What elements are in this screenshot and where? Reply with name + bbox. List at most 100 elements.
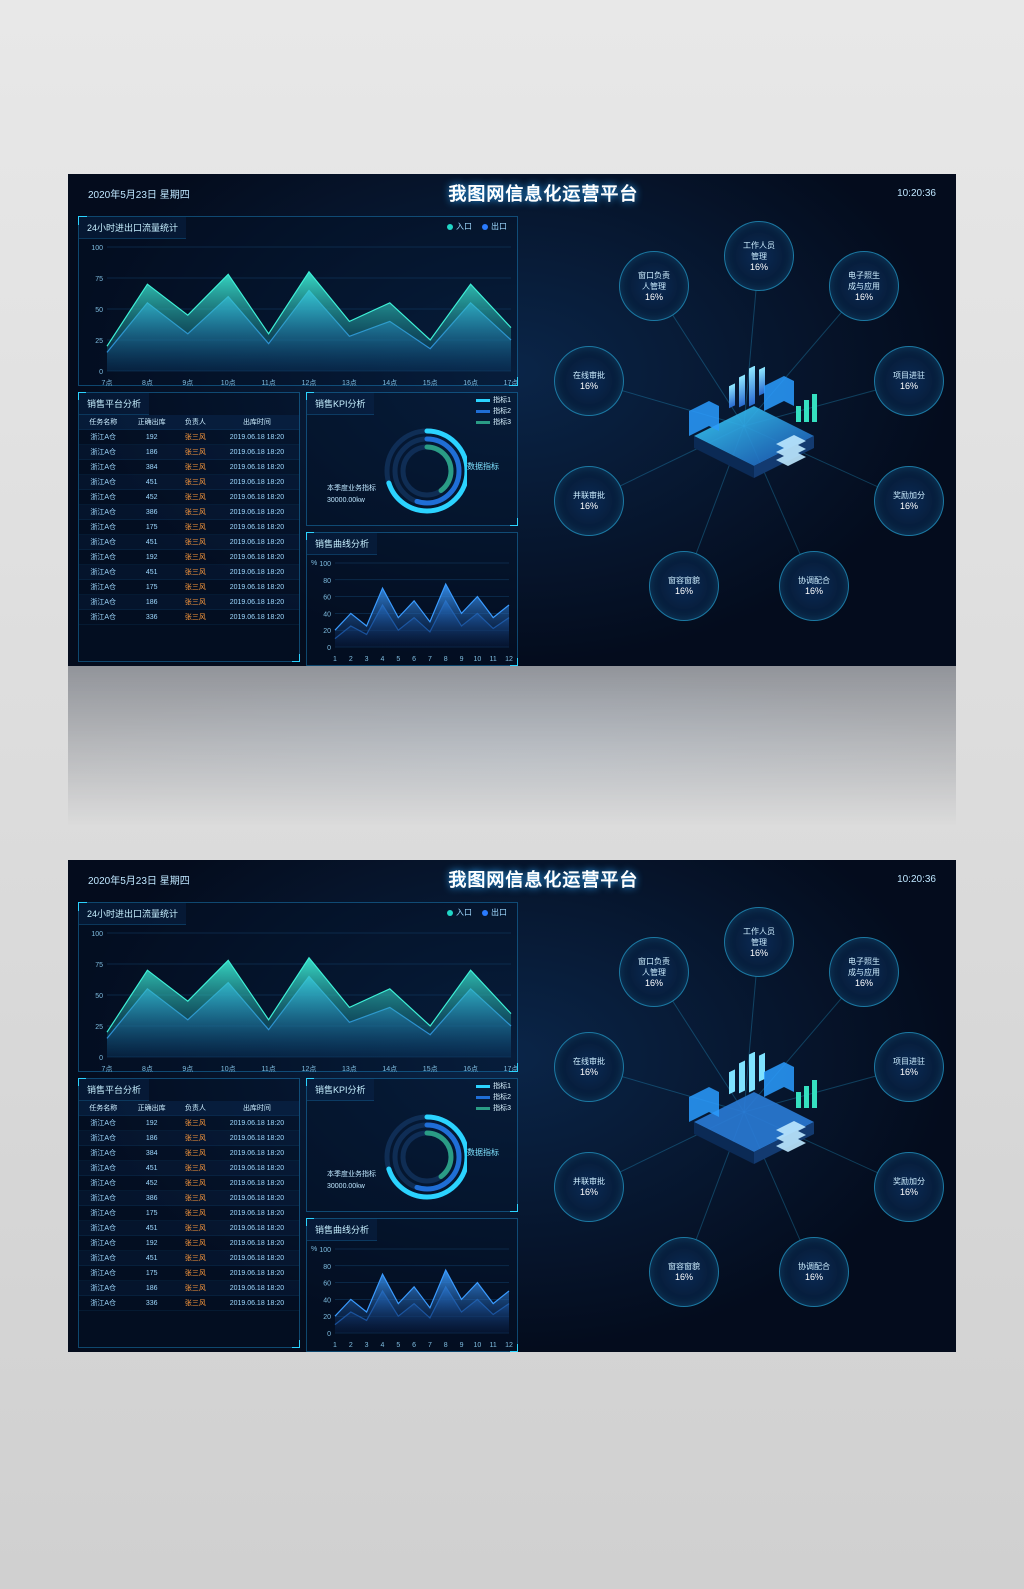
metric-bubble[interactable]: 并联审批16% (554, 466, 624, 536)
metric-bubble[interactable]: 工作人员管理16% (724, 907, 794, 977)
table-row[interactable]: 浙江A仓192张三风2019.06.18 18:20 (79, 550, 299, 565)
isometric-device-icon (664, 1052, 824, 1172)
svg-text:12: 12 (505, 1342, 513, 1349)
table-row[interactable]: 浙江A仓175张三风2019.06.18 18:20 (79, 1266, 299, 1281)
svg-text:40: 40 (323, 611, 331, 618)
svg-text:13点: 13点 (342, 1065, 357, 1073)
svg-text:40: 40 (323, 1297, 331, 1304)
area-chart-svg: 02550751007点8点9点10点11点12点13点14点15点16点17点 (79, 239, 519, 389)
table-row[interactable]: 浙江A仓451张三风2019.06.18 18:20 (79, 475, 299, 490)
table-row[interactable]: 浙江A仓175张三风2019.06.18 18:20 (79, 1206, 299, 1221)
svg-text:8点: 8点 (142, 1065, 153, 1073)
svg-text:6: 6 (412, 656, 416, 663)
table-row[interactable]: 浙江A仓384张三风2019.06.18 18:20 (79, 460, 299, 475)
svg-text:16点: 16点 (463, 379, 478, 387)
metric-bubble[interactable]: 协调配合16% (779, 1237, 849, 1307)
table-row[interactable]: 浙江A仓186张三风2019.06.18 18:20 (79, 595, 299, 610)
metric-bubble[interactable]: 项目进驻16% (874, 346, 944, 416)
left-bottom-group: 销售平台分析 任务名称正确出库负责人出库时间 浙江A仓192张三风2019.06… (78, 1078, 518, 1348)
svg-text:12点: 12点 (302, 379, 317, 387)
table-row[interactable]: 浙江A仓192张三风2019.06.18 18:20 (79, 1116, 299, 1131)
svg-text:9: 9 (460, 1342, 464, 1349)
svg-text:60: 60 (323, 595, 331, 602)
svg-text:25: 25 (95, 338, 103, 345)
svg-text:11点: 11点 (261, 379, 275, 387)
svg-text:7: 7 (428, 1342, 432, 1349)
table-row[interactable]: 浙江A仓186张三风2019.06.18 18:20 (79, 1281, 299, 1296)
sales-table-body: 浙江A仓192张三风2019.06.18 18:20浙江A仓186张三风2019… (79, 430, 299, 625)
table-row[interactable]: 浙江A仓451张三风2019.06.18 18:20 (79, 565, 299, 580)
header-time: 10:20:36 (897, 188, 936, 199)
line-chart-svg: 020406080100123456789101112% (307, 1241, 517, 1351)
table-row[interactable]: 浙江A仓451张三风2019.06.18 18:20 (79, 1251, 299, 1266)
metric-bubble[interactable]: 窗口负责人管理16% (619, 251, 689, 321)
metric-bubble[interactable]: 电子照生成与应用16% (829, 251, 899, 321)
table-row[interactable]: 浙江A仓386张三风2019.06.18 18:20 (79, 505, 299, 520)
metric-bubble[interactable]: 奖励加分16% (874, 466, 944, 536)
metric-bubble[interactable]: 并联审批16% (554, 1152, 624, 1222)
metric-bubble[interactable]: 奖励加分16% (874, 1152, 944, 1222)
table-row[interactable]: 浙江A仓451张三风2019.06.18 18:20 (79, 535, 299, 550)
table-row[interactable]: 浙江A仓192张三风2019.06.18 18:20 (79, 1236, 299, 1251)
metric-bubble[interactable]: 协调配合16% (779, 551, 849, 621)
svg-text:14点: 14点 (382, 379, 397, 387)
table-row[interactable]: 浙江A仓175张三风2019.06.18 18:20 (79, 580, 299, 595)
sales-table: 任务名称正确出库负责人出库时间 浙江A仓192张三风2019.06.18 18:… (79, 415, 299, 625)
svg-text:25: 25 (95, 1024, 103, 1031)
kpi-title: 销售KPI分析 (307, 393, 374, 415)
table-row[interactable]: 浙江A仓186张三风2019.06.18 18:20 (79, 1131, 299, 1146)
table-row[interactable]: 浙江A仓336张三风2019.06.18 18:20 (79, 1296, 299, 1311)
svg-text:0: 0 (99, 369, 103, 376)
svg-text:10: 10 (473, 656, 481, 663)
table-header-row: 任务名称正确出库负责人出库时间 (79, 415, 299, 430)
svg-text:13点: 13点 (342, 379, 357, 387)
metric-bubble[interactable]: 项目进驻16% (874, 1032, 944, 1102)
svg-text:4: 4 (381, 656, 385, 663)
svg-text:12点: 12点 (302, 1065, 317, 1073)
header: 2020年5月23日 星期四 我图网信息化运营平台 10:20:36 (68, 860, 956, 902)
line-title: 销售曲线分析 (307, 1219, 377, 1241)
line-chart-svg: 020406080100123456789101112% (307, 555, 517, 665)
svg-text:14点: 14点 (382, 1065, 397, 1073)
svg-text:0: 0 (327, 645, 331, 652)
svg-text:80: 80 (323, 1264, 331, 1271)
table-row[interactable]: 浙江A仓452张三风2019.06.18 18:20 (79, 1176, 299, 1191)
table-row[interactable]: 浙江A仓336张三风2019.06.18 18:20 (79, 610, 299, 625)
metric-bubble[interactable]: 在线审批16% (554, 346, 624, 416)
metric-bubble[interactable]: 工作人员管理16% (724, 221, 794, 291)
kpi-sub: 本季度业务指标 30000.00kw (327, 483, 376, 507)
metric-bubble[interactable]: 窗容窗貌16% (649, 551, 719, 621)
svg-text:15点: 15点 (423, 379, 438, 387)
table-row[interactable]: 浙江A仓386张三风2019.06.18 18:20 (79, 1191, 299, 1206)
svg-text:3: 3 (365, 656, 369, 663)
svg-text:75: 75 (95, 962, 103, 969)
metric-bubble[interactable]: 窗容窗貌16% (649, 1237, 719, 1307)
table-row[interactable]: 浙江A仓451张三风2019.06.18 18:20 (79, 1221, 299, 1236)
area-chart-legend: 入口 出口 (447, 907, 507, 918)
table-row[interactable]: 浙江A仓192张三风2019.06.18 18:20 (79, 430, 299, 445)
header-date: 2020年5月23日 星期四 (88, 872, 190, 887)
table-row[interactable]: 浙江A仓452张三风2019.06.18 18:20 (79, 490, 299, 505)
sales-table: 任务名称正确出库负责人出库时间 浙江A仓192张三风2019.06.18 18:… (79, 1101, 299, 1311)
svg-text:17点: 17点 (504, 1065, 519, 1073)
bubble-network-panel: 工作人员管理16% 窗口负责人管理16% 电子照生成与应用16% 在线审批16% 项目进… (524, 216, 944, 662)
svg-text:3: 3 (365, 1342, 369, 1349)
table-row[interactable]: 浙江A仓451张三风2019.06.18 18:20 (79, 1161, 299, 1176)
svg-text:100: 100 (91, 931, 103, 938)
svg-text:80: 80 (323, 578, 331, 585)
svg-text:17点: 17点 (504, 379, 519, 387)
area-chart-svg: 02550751007点8点9点10点11点12点13点14点15点16点17点 (79, 925, 519, 1075)
svg-text:4: 4 (381, 1342, 385, 1349)
svg-text:50: 50 (95, 307, 103, 314)
bubble-network-panel: 工作人员管理16% 窗口负责人管理16% 电子照生成与应用16% 在线审批16% 项目进… (524, 902, 944, 1348)
kpi-donut-svg (357, 416, 467, 526)
metric-bubble[interactable]: 窗口负责人管理16% (619, 937, 689, 1007)
svg-text:15点: 15点 (423, 1065, 438, 1073)
table-row[interactable]: 浙江A仓186张三风2019.06.18 18:20 (79, 445, 299, 460)
metric-bubble[interactable]: 电子照生成与应用16% (829, 937, 899, 1007)
table-row[interactable]: 浙江A仓384张三风2019.06.18 18:20 (79, 1146, 299, 1161)
svg-text:7点: 7点 (102, 1065, 113, 1073)
table-row[interactable]: 浙江A仓175张三风2019.06.18 18:20 (79, 520, 299, 535)
metric-bubble[interactable]: 在线审批16% (554, 1032, 624, 1102)
svg-text:5: 5 (396, 1342, 400, 1349)
